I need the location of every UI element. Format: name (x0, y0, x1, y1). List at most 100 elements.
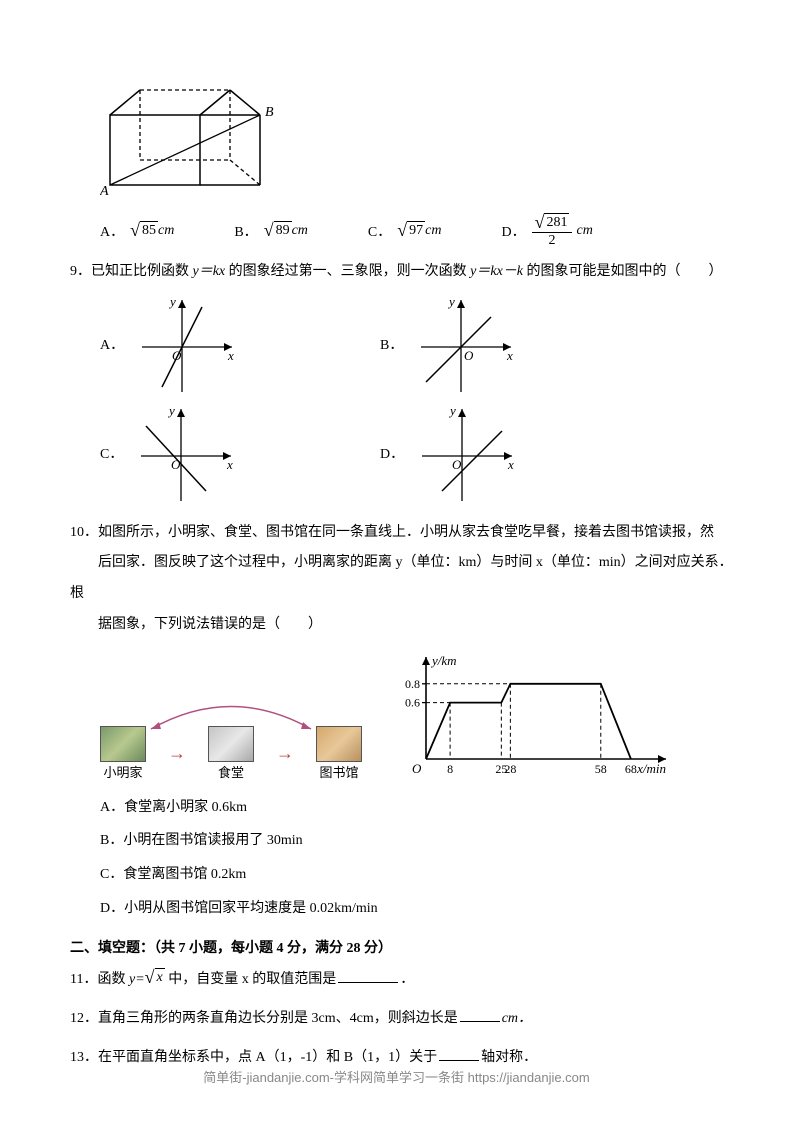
unit: cm (158, 223, 174, 239)
blank-input[interactable] (338, 969, 398, 983)
unit: cm (292, 223, 308, 239)
q10-option-a[interactable]: A．食堂离小明家 0.6km (100, 791, 733, 825)
arrow-icon: → (168, 743, 186, 764)
blank-input[interactable] (439, 1047, 479, 1061)
radicand: 89 (274, 221, 292, 240)
t: 函数 (97, 972, 129, 987)
svg-text:58: 58 (595, 762, 607, 776)
unit: cm (576, 223, 592, 239)
radicand: 85 (140, 221, 158, 240)
page-footer: 简单街-jiandanjie.com-学科网简单学习一条街 https://ji… (0, 1067, 793, 1086)
t: 的图象经过第一、三象限，则一次函数 (225, 264, 470, 279)
svg-text:y: y (167, 403, 175, 418)
eq1: y＝kx (193, 264, 226, 279)
svg-text:y: y (168, 294, 176, 309)
t: 在平面直角坐标系中，点 A（1，-1）和 B（1，1）关于 (98, 1050, 437, 1065)
opt-label: C． (100, 443, 123, 463)
svg-text:x/min: x/min (636, 761, 666, 776)
svg-text:y: y (448, 403, 456, 418)
q13-num: 13． (70, 1050, 98, 1065)
q11-num: 11． (70, 972, 97, 987)
opt-label: C． (368, 221, 391, 241)
svg-text:O: O (412, 761, 422, 776)
eq2: y＝kx－k (470, 264, 523, 279)
opt-label: D． (501, 221, 525, 241)
canteen-image (208, 726, 254, 762)
label-b: B (265, 105, 274, 120)
home-label: 小明家 (103, 762, 142, 781)
opt-label: D． (380, 443, 404, 463)
svg-text:0.8: 0.8 (405, 677, 420, 691)
library-label: 图书馆 (319, 762, 358, 781)
svg-text:x: x (226, 457, 233, 472)
q9-option-c[interactable]: C． x y O (100, 401, 380, 506)
q8-option-b[interactable]: B． √89 cm (234, 221, 308, 241)
svg-text:O: O (452, 457, 462, 472)
q8-options: A． √85 cm B． √89 cm C． √97 cm D． √281 2 … (100, 213, 733, 249)
q10-chart: 0.80.6825285868Oy/kmx/min (392, 651, 672, 781)
canteen-label: 食堂 (218, 762, 244, 781)
q10-options: A．食堂离小明家 0.6km B．小明在图书馆读报用了 30min C．食堂离图… (100, 791, 733, 925)
q10-option-b[interactable]: B．小明在图书馆读报用了 30min (100, 824, 733, 858)
library-image (316, 726, 362, 762)
arrow-icon: → (276, 743, 294, 764)
svg-text:O: O (171, 457, 181, 472)
q9-text: 9．已知正比例函数 y＝kx 的图象经过第一、三象限，则一次函数 y＝kx－k … (70, 257, 733, 288)
t: 轴对称． (481, 1050, 537, 1065)
label-a: A (100, 184, 109, 199)
q11-text: 11．函数 y=√x 中，自变量 x 的取值范围是． (70, 965, 733, 996)
svg-text:8: 8 (447, 762, 453, 776)
svg-text:y: y (447, 294, 455, 309)
opt-label: A． (100, 221, 124, 241)
t: 中，自变量 x 的取值范围是 (165, 972, 337, 987)
svg-text:O: O (172, 348, 182, 363)
q9-num: 9． (70, 264, 91, 279)
graph-d: x y O (412, 401, 522, 506)
denominator: 2 (546, 233, 559, 248)
q8-option-d[interactable]: D． √281 2 cm (501, 213, 592, 249)
q10-option-c[interactable]: C．食堂离图书馆 0.2km (100, 858, 733, 892)
svg-text:28: 28 (504, 762, 516, 776)
opt-label: B． (380, 334, 403, 354)
q8-option-c[interactable]: C． √97 cm (368, 221, 442, 241)
svg-text:y/km: y/km (430, 653, 457, 668)
blank-input[interactable] (460, 1008, 500, 1022)
svg-text:68: 68 (625, 762, 637, 776)
t: 直角三角形的两条直角边长分别是 3cm、4cm，则斜边长是 (98, 1011, 458, 1026)
q9-option-d[interactable]: D． x y O (380, 401, 660, 506)
svg-text:0.6: 0.6 (405, 695, 420, 709)
radicand: 97 (407, 221, 425, 240)
q9-option-b[interactable]: B． x y O (380, 292, 660, 397)
home-image (100, 726, 146, 762)
radicand: 281 (544, 213, 569, 232)
svg-text:O: O (464, 348, 474, 363)
opt-label: B． (234, 221, 257, 241)
q10-places-figure: 小明家 → 食堂 → 图书馆 (100, 694, 362, 781)
t: 已知正比例函数 (91, 264, 193, 279)
q9-option-a[interactable]: A． x y O (100, 292, 380, 397)
q12-text: 12．直角三角形的两条直角边长分别是 3cm、4cm，则斜边长是 cm． (70, 1004, 733, 1035)
unit: cm． (502, 1011, 532, 1026)
opt-label: A． (100, 334, 124, 354)
q8-figure: A B (100, 60, 733, 205)
graph-b: x y O (411, 292, 521, 397)
eq: y= (129, 972, 145, 987)
q10-text: 10．如图所示，小明家、食堂、图书馆在同一条直线上．小明从家去食堂吃早餐，接着去… (70, 518, 733, 641)
t: ． (400, 972, 414, 987)
svg-text:x: x (507, 457, 514, 472)
svg-text:x: x (227, 348, 234, 363)
radicand: x (155, 968, 165, 987)
unit: cm (425, 223, 441, 239)
graph-c: x y O (131, 401, 241, 506)
q12-num: 12． (70, 1011, 98, 1026)
q10-num: 10． (70, 525, 98, 540)
t: 后回家．图反映了这个过程中，小明离家的距离 y（单位：km）与时间 x（单位：m… (70, 548, 733, 610)
q8-option-a[interactable]: A． √85 cm (100, 221, 174, 241)
q10-option-d[interactable]: D．小明从图书馆回家平均速度是 0.02km/min (100, 892, 733, 926)
t: 如图所示，小明家、食堂、图书馆在同一条直线上．小明从家去食堂吃早餐，接着去图书馆… (98, 525, 714, 540)
graph-a: x y O (132, 292, 242, 397)
t: 据图象，下列说法错误的是（ ） (70, 610, 322, 641)
t: 的图象可能是如图中的（ ） (523, 264, 723, 279)
section2-heading: 二、填空题：（共 7 小题，每小题 4 分，满分 28 分） (70, 937, 733, 957)
q9-graphs: A． x y O B． x y O (100, 292, 733, 510)
